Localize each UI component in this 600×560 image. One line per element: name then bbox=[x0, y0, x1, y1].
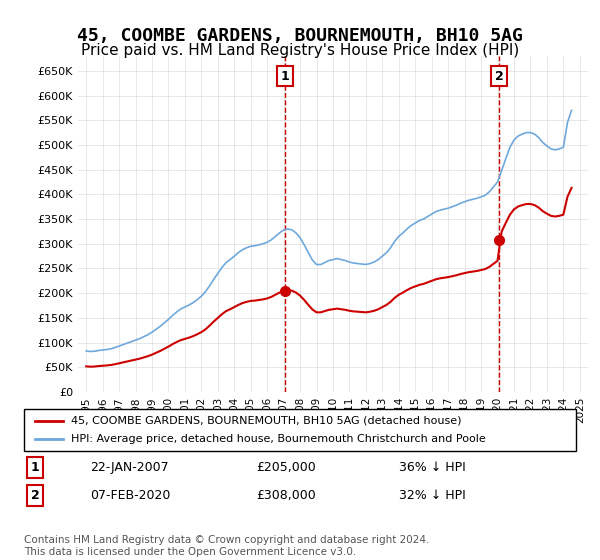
Text: £308,000: £308,000 bbox=[256, 489, 316, 502]
Text: 1: 1 bbox=[280, 69, 289, 83]
Text: 2: 2 bbox=[495, 69, 503, 83]
Text: 36% ↓ HPI: 36% ↓ HPI bbox=[400, 461, 466, 474]
Text: HPI: Average price, detached house, Bournemouth Christchurch and Poole: HPI: Average price, detached house, Bour… bbox=[71, 434, 485, 444]
Text: 45, COOMBE GARDENS, BOURNEMOUTH, BH10 5AG: 45, COOMBE GARDENS, BOURNEMOUTH, BH10 5A… bbox=[77, 27, 523, 45]
Text: £205,000: £205,000 bbox=[256, 461, 316, 474]
Text: 22-JAN-2007: 22-JAN-2007 bbox=[90, 461, 169, 474]
Text: Contains HM Land Registry data © Crown copyright and database right 2024.
This d: Contains HM Land Registry data © Crown c… bbox=[24, 535, 430, 557]
Text: 07-FEB-2020: 07-FEB-2020 bbox=[90, 489, 170, 502]
Text: 32% ↓ HPI: 32% ↓ HPI bbox=[400, 489, 466, 502]
FancyBboxPatch shape bbox=[24, 409, 576, 451]
Text: 45, COOMBE GARDENS, BOURNEMOUTH, BH10 5AG (detached house): 45, COOMBE GARDENS, BOURNEMOUTH, BH10 5A… bbox=[71, 416, 461, 426]
Text: 1: 1 bbox=[31, 461, 40, 474]
Text: Price paid vs. HM Land Registry's House Price Index (HPI): Price paid vs. HM Land Registry's House … bbox=[81, 43, 519, 58]
Text: 2: 2 bbox=[31, 489, 40, 502]
